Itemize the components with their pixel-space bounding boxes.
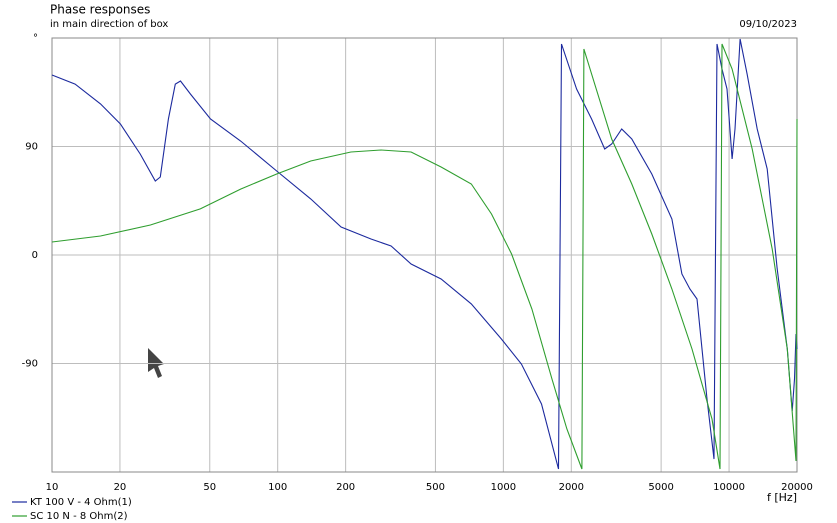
x-tick-label: 500 (426, 482, 445, 493)
x-tick-label: 20000 (781, 482, 813, 493)
x-tick-label: 2000 (559, 482, 584, 493)
chart-title: Phase responses (50, 3, 150, 17)
x-tick-label: 5000 (648, 482, 673, 493)
y-tick-label: ° (33, 33, 38, 44)
x-tick-label: 100 (268, 482, 287, 493)
x-tick-label: 10 (46, 482, 59, 493)
x-tick-label: 1000 (491, 482, 516, 493)
legend-label: SC 10 N - 8 Ohm(2) (30, 511, 128, 522)
series-line (51, 43, 798, 470)
x-tick-label: 10000 (713, 482, 745, 493)
legend-label: KT 100 V - 4 Ohm(1) (30, 497, 132, 508)
date: 09/10/2023 (739, 19, 797, 30)
x-tick-label: 200 (336, 482, 355, 493)
chart-subtitle: in main direction of box (50, 19, 168, 30)
x-tick-label: 20 (114, 482, 127, 493)
y-tick-label: 90 (25, 142, 38, 153)
x-tick-label: 50 (203, 482, 216, 493)
x-axis-label: f [Hz] (767, 491, 797, 504)
y-tick-label: -90 (22, 359, 38, 370)
y-tick-label: 0 (32, 250, 38, 261)
